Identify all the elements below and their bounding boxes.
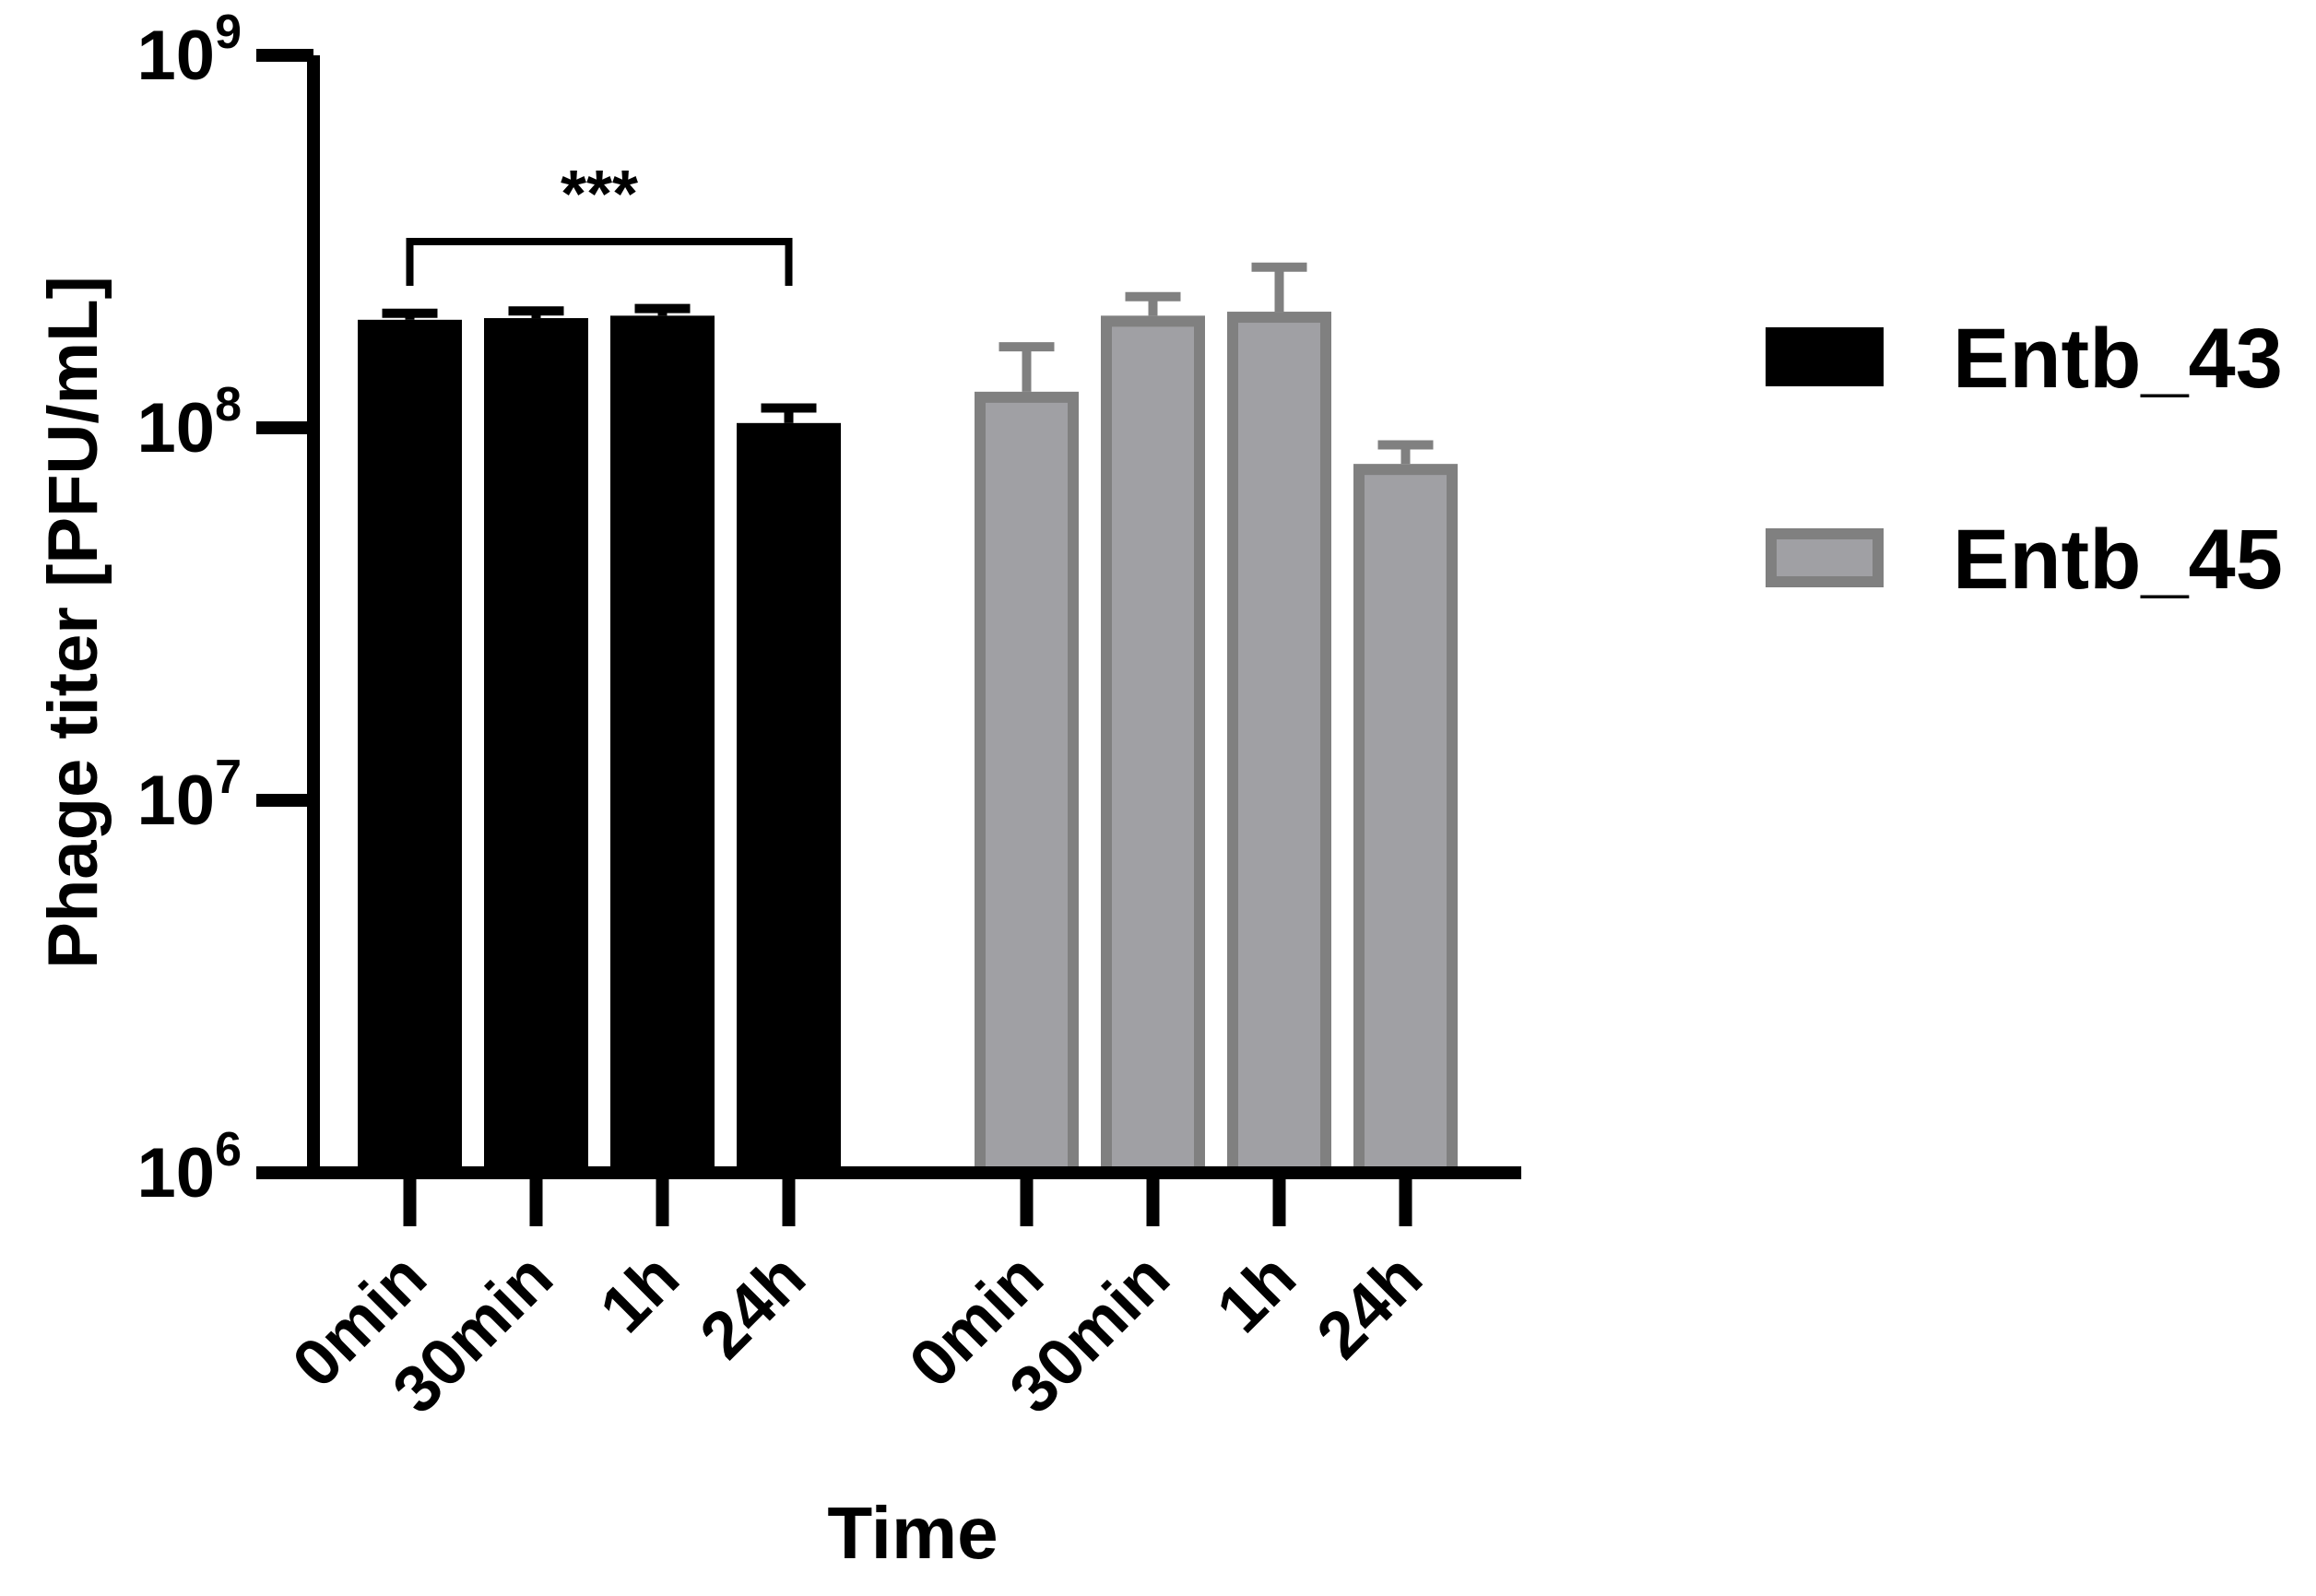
bar [610,315,715,1173]
bar [1353,464,1458,1178]
legend-swatch [1766,528,1884,587]
axes-layer [256,49,1521,1226]
y-tick-label: 108 [137,378,242,467]
y-tick-label: 106 [137,1123,242,1212]
x-tick-label: 1h [1203,1240,1310,1347]
x-tick-label: 24h [687,1240,820,1373]
x-tick-label: 1h [586,1240,693,1347]
bar [737,422,841,1174]
bars-layer [358,262,1458,1179]
bar [1227,312,1331,1178]
y-axis-title: Phage titer [PFU/mL] [34,276,112,969]
x-axis-title: Time [827,1492,998,1574]
significance-bracket [406,238,793,286]
x-tick-label: 24h [1304,1240,1436,1373]
bar [975,391,1079,1179]
legend-swatch [1766,327,1884,386]
y-tick-label: 109 [137,6,242,95]
legend-label: Entb_45 [1953,513,2283,607]
y-tick-label: 107 [137,751,242,840]
bar [1101,315,1205,1178]
legend: Entb_43 Entb_45 [1766,312,2283,607]
bar [484,318,588,1173]
bar [358,319,462,1173]
legend-label: Entb_43 [1953,312,2283,406]
significance-label: *** [561,158,638,231]
